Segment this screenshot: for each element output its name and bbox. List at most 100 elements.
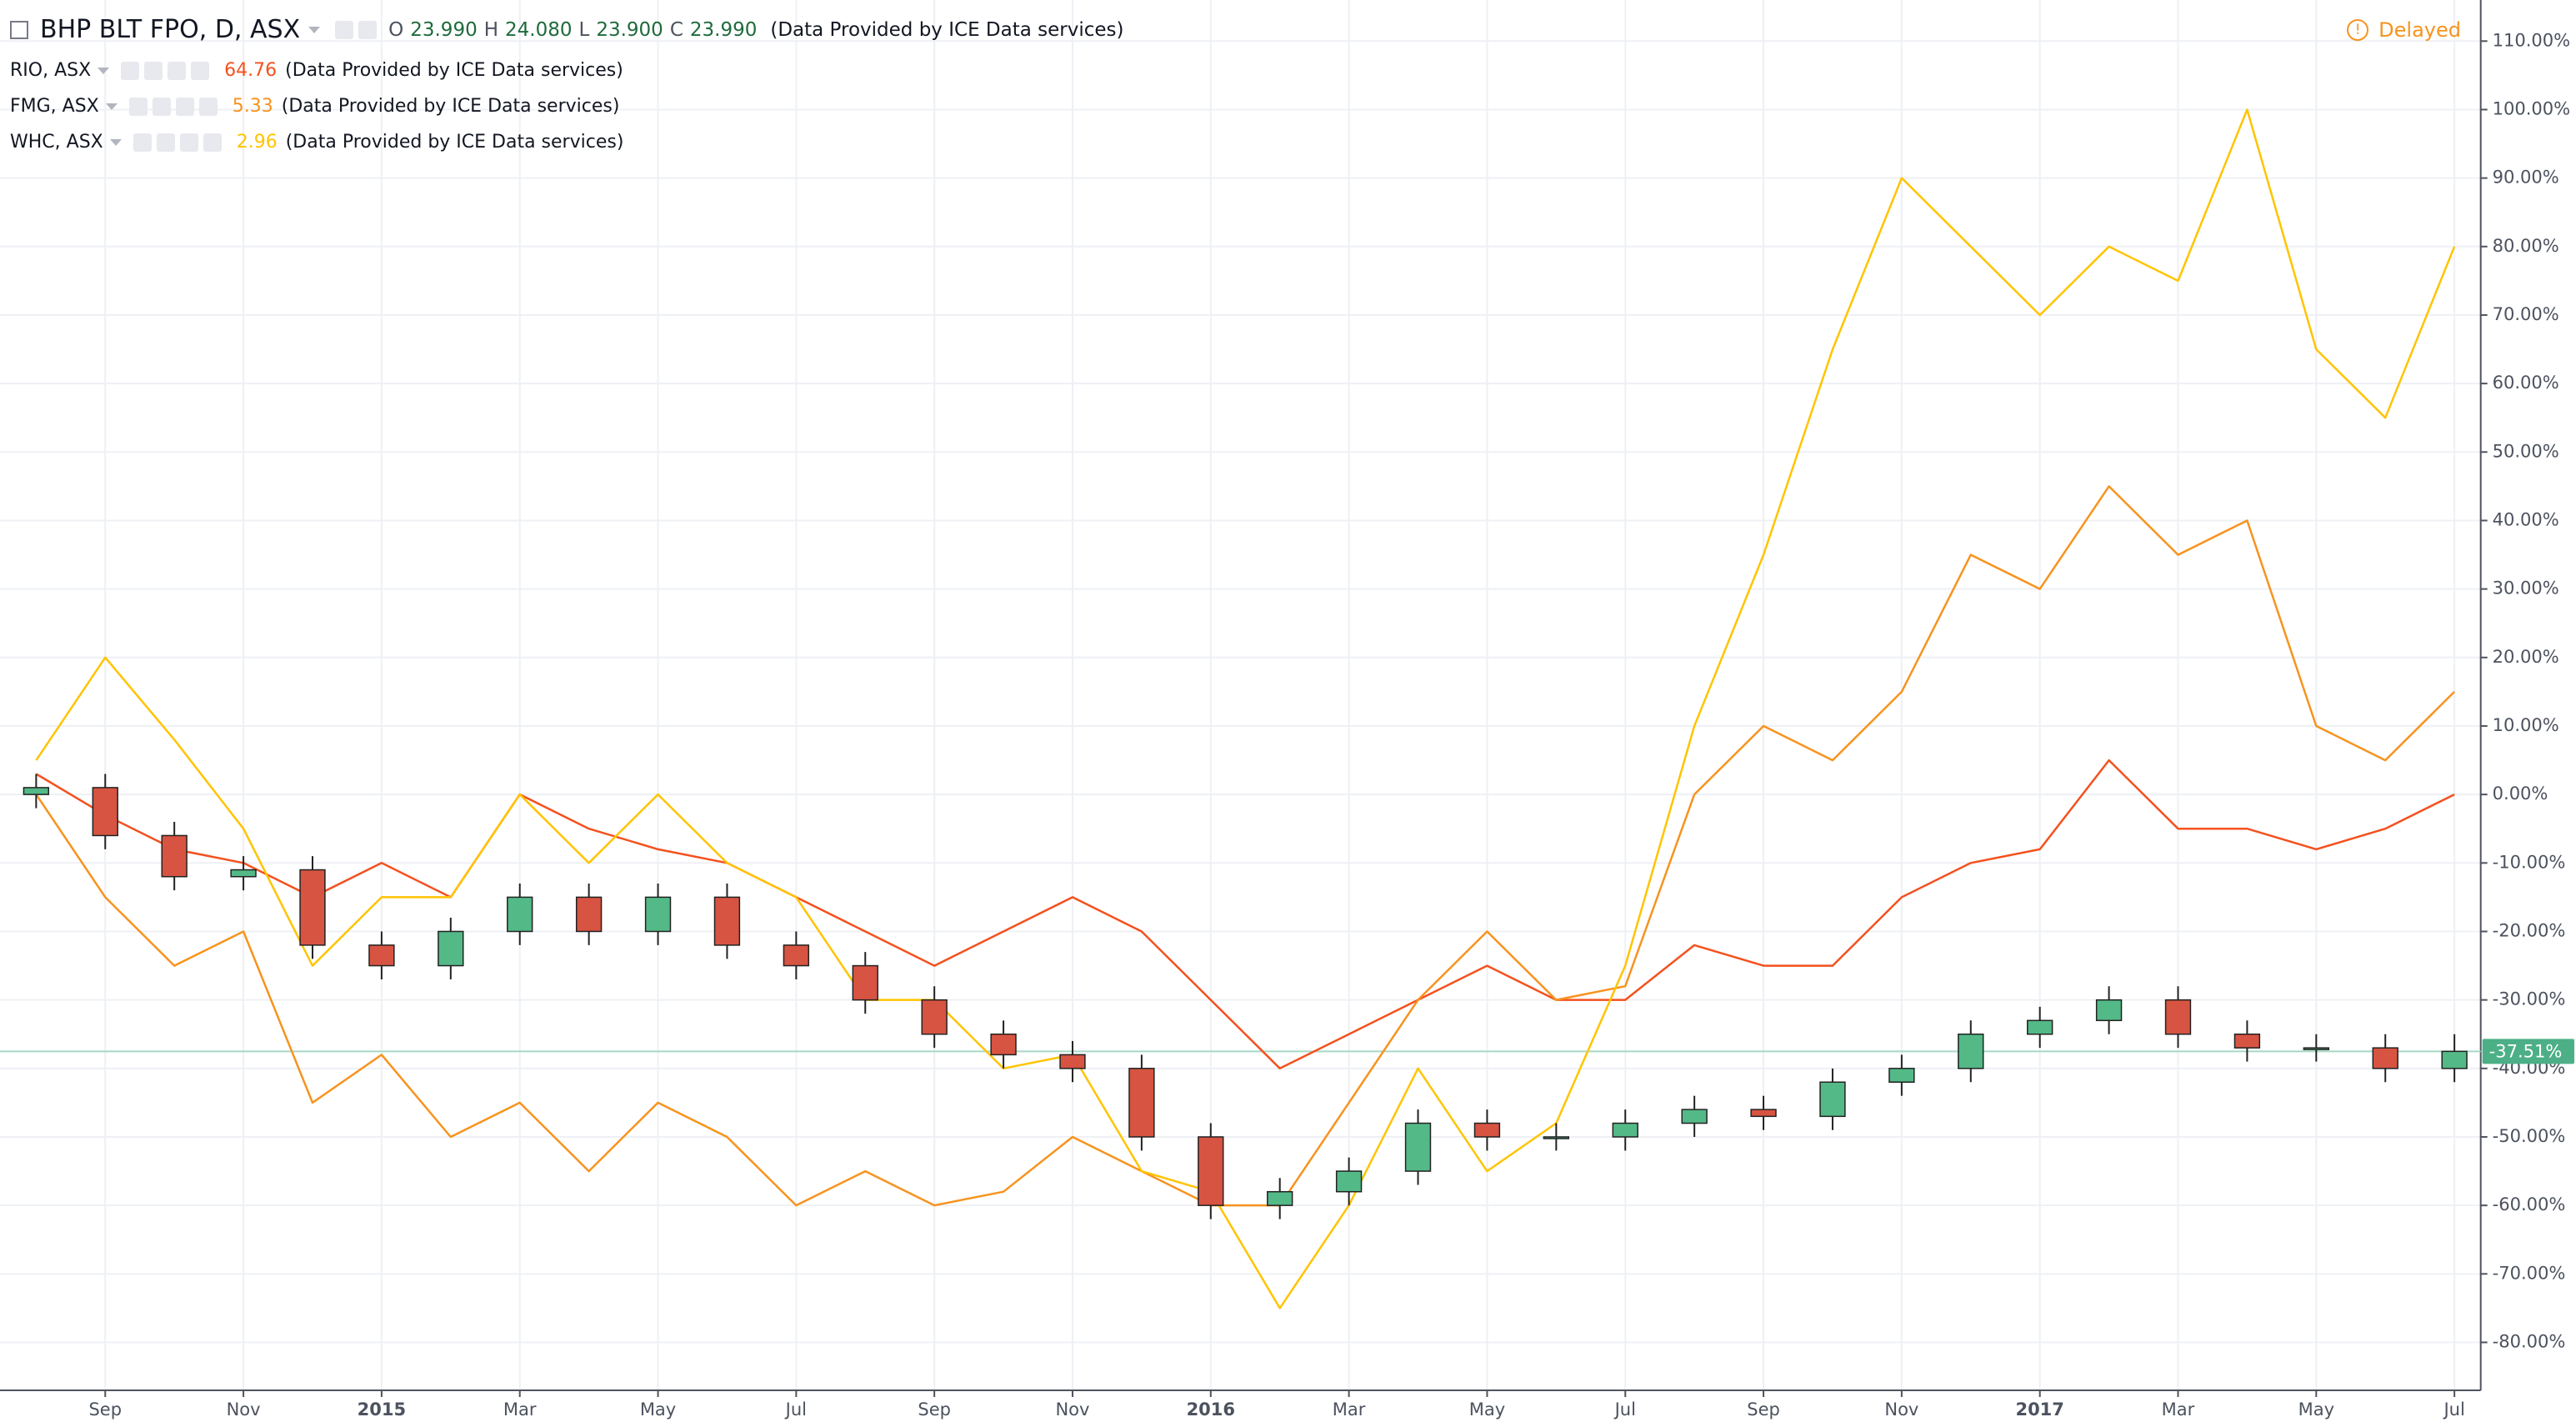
x-tick-label: Jul bbox=[1613, 1399, 1636, 1419]
caret[interactable] bbox=[105, 103, 118, 110]
candle-body bbox=[368, 944, 395, 967]
candle-body bbox=[2441, 1050, 2468, 1069]
icon[interactable] bbox=[168, 61, 187, 80]
icon[interactable] bbox=[335, 20, 354, 39]
candle-body bbox=[1335, 1170, 1363, 1193]
icon[interactable] bbox=[133, 133, 152, 152]
legend-name: WHC, ASX bbox=[10, 132, 103, 153]
x-tick-label: Nov bbox=[1884, 1399, 1918, 1419]
y-tick-label: 110.00% bbox=[2493, 30, 2570, 50]
candle-body bbox=[507, 896, 533, 933]
candle-body bbox=[2372, 1047, 2398, 1069]
source-note: (Data Provided by ICE Data services) bbox=[281, 96, 620, 117]
x-tick-label: Sep bbox=[1747, 1399, 1780, 1419]
candle-body bbox=[2164, 999, 2192, 1035]
candle-body bbox=[161, 834, 188, 878]
icon[interactable] bbox=[152, 97, 171, 116]
candle-body bbox=[1059, 1054, 1086, 1069]
ohlc-key: L bbox=[578, 18, 590, 41]
candle-body bbox=[1128, 1068, 1155, 1138]
candle-body bbox=[1888, 1068, 1915, 1083]
x-tick-label: Mar bbox=[1333, 1399, 1366, 1419]
icon[interactable] bbox=[358, 20, 378, 39]
icon[interactable] bbox=[121, 61, 140, 80]
candle-body bbox=[2095, 999, 2123, 1022]
ohlc-key: C bbox=[669, 18, 683, 41]
series-line bbox=[35, 759, 2455, 1070]
x-tick-label: 2016 bbox=[1187, 1399, 1235, 1419]
y-tick-label: 100.00% bbox=[2493, 98, 2570, 118]
icon[interactable] bbox=[128, 97, 148, 116]
x-tick-label: 2017 bbox=[2015, 1399, 2063, 1419]
candle-body bbox=[299, 869, 326, 946]
icon[interactable] bbox=[191, 61, 210, 80]
candle-body bbox=[1404, 1122, 1432, 1172]
caret[interactable] bbox=[308, 26, 321, 33]
candle-body bbox=[575, 896, 603, 933]
y-tick-label: 20.00% bbox=[2493, 647, 2559, 667]
series-legend: FMG, ASX 5.33 (Data Provided by ICE Data s… bbox=[10, 96, 619, 117]
x-tick-label: 2015 bbox=[358, 1399, 406, 1419]
x-tick-label: Nov bbox=[1055, 1399, 1089, 1419]
candle-body bbox=[644, 896, 672, 933]
candle-body bbox=[438, 930, 464, 967]
x-tick-label: Jul bbox=[784, 1399, 807, 1419]
x-tick-label: May bbox=[2298, 1399, 2334, 1419]
candle-body bbox=[1750, 1109, 1777, 1118]
icon[interactable] bbox=[203, 133, 222, 152]
icon[interactable] bbox=[144, 61, 163, 80]
legend-value: 5.33 bbox=[232, 96, 273, 117]
series-line bbox=[35, 108, 2456, 1309]
y-tick-label: 90.00% bbox=[2493, 168, 2559, 188]
y-tick-label: -10.00% bbox=[2493, 852, 2566, 872]
source-note: (Data Provided by ICE Data services) bbox=[285, 132, 624, 153]
candle-body bbox=[1198, 1136, 1224, 1206]
y-tick-label: 40.00% bbox=[2493, 509, 2559, 529]
x-tick-label: Mar bbox=[2162, 1399, 2195, 1419]
y-tick-label: -30.00% bbox=[2493, 989, 2566, 1009]
y-tick-label: 60.00% bbox=[2493, 373, 2559, 393]
candle-body bbox=[1819, 1081, 1846, 1118]
ohlc-value: 23.990 bbox=[689, 18, 758, 41]
collapse-toggle[interactable] bbox=[10, 20, 28, 39]
candle-body bbox=[1543, 1136, 1570, 1139]
candle-body bbox=[713, 896, 741, 946]
x-tick-label: Mar bbox=[503, 1399, 537, 1419]
icon[interactable] bbox=[156, 133, 175, 152]
delayed-badge[interactable]: ! Delayed bbox=[2347, 18, 2461, 42]
legend-value: 2.96 bbox=[236, 132, 278, 153]
symbol-title: BHP BLT FPO, D, ASX bbox=[40, 15, 301, 44]
caret[interactable] bbox=[98, 67, 110, 74]
main-legend: BHP BLT FPO, D, ASX O 23.990 H 24.080 L 23.… bbox=[10, 15, 1124, 44]
icon[interactable] bbox=[198, 97, 218, 116]
ohlc-key: O bbox=[388, 18, 404, 41]
caret[interactable] bbox=[109, 138, 122, 146]
y-tick-label: 50.00% bbox=[2493, 441, 2559, 461]
delayed-icon: ! bbox=[2347, 19, 2369, 41]
y-tick-label: 70.00% bbox=[2493, 304, 2559, 324]
ohlc-value: 24.080 bbox=[505, 18, 573, 41]
y-tick-label: -80.00% bbox=[2493, 1331, 2566, 1351]
source-note: (Data Provided by ICE Data services) bbox=[770, 18, 1124, 41]
candle-body bbox=[921, 999, 948, 1035]
y-tick-label: 0.00% bbox=[2493, 784, 2548, 804]
candle-body bbox=[23, 787, 50, 795]
candle-body bbox=[230, 869, 257, 878]
legend-name: FMG, ASX bbox=[10, 96, 99, 117]
price-label-bg bbox=[2482, 1039, 2574, 1064]
price-label: -37.51% bbox=[2489, 1041, 2563, 1061]
ohlc-key: H bbox=[483, 18, 499, 41]
y-tick-label: -60.00% bbox=[2493, 1194, 2566, 1214]
candle-body bbox=[783, 944, 810, 967]
candle-body bbox=[92, 787, 118, 837]
icon[interactable] bbox=[179, 133, 198, 152]
legend-name: RIO, ASX bbox=[10, 60, 92, 81]
y-tick-label: -50.00% bbox=[2493, 1126, 2566, 1146]
series-legend: RIO, ASX 64.76 (Data Provided by ICE Data … bbox=[10, 60, 623, 81]
y-tick-label: 30.00% bbox=[2493, 578, 2559, 598]
x-tick-label: Sep bbox=[918, 1399, 951, 1419]
icon[interactable] bbox=[175, 97, 194, 116]
candle-body bbox=[1681, 1109, 1708, 1124]
